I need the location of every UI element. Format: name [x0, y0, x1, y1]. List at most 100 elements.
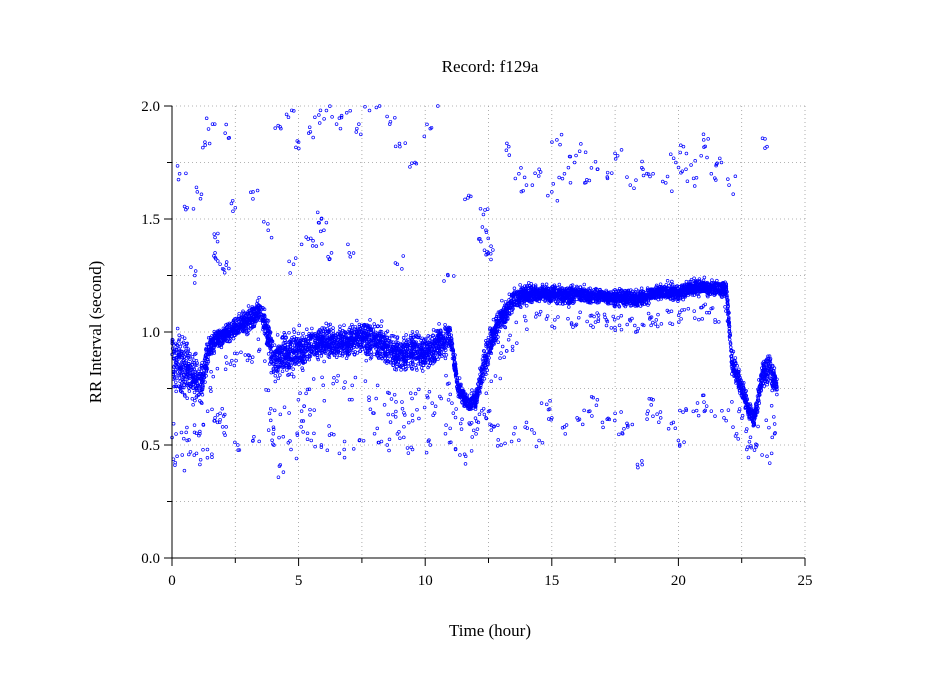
data-point: [496, 310, 501, 314]
data-point: [348, 325, 352, 330]
data-point: [386, 343, 390, 348]
data-point: [174, 380, 178, 385]
data-point: [420, 336, 425, 341]
data-point: [203, 380, 207, 384]
data-point: [388, 361, 393, 365]
data-point: [515, 341, 519, 345]
data-point: [493, 374, 498, 378]
data-point: [332, 353, 337, 358]
data-point: [182, 355, 186, 359]
data-point: [260, 306, 265, 310]
data-point: [480, 409, 484, 413]
data-point: [303, 346, 307, 351]
data-point: [211, 349, 215, 353]
data-point: [454, 370, 458, 374]
data-point: [280, 369, 285, 373]
data-point: [402, 339, 406, 343]
data-point: [186, 356, 191, 360]
data-point: [188, 384, 193, 388]
data-point: [195, 361, 199, 365]
data-point: [534, 311, 539, 316]
data-point: [307, 344, 311, 348]
data-point: [273, 379, 278, 384]
data-point: [190, 360, 195, 365]
data-point: [353, 375, 358, 380]
data-point: [461, 392, 465, 397]
data-point: [378, 340, 382, 344]
data-point: [372, 352, 376, 357]
data-point: [343, 351, 347, 355]
data-point: [281, 435, 286, 439]
data-point: [430, 401, 434, 405]
data-point: [372, 411, 376, 415]
data-point: [296, 331, 301, 336]
data-point: [298, 358, 302, 363]
data-point: [327, 342, 331, 347]
data-point: [230, 358, 234, 363]
data-point: [537, 312, 542, 317]
data-point: [232, 318, 236, 323]
data-point: [263, 333, 268, 337]
data-point: [319, 354, 324, 358]
data-point: [426, 365, 430, 370]
data-point: [267, 411, 272, 416]
data-point: [345, 340, 349, 345]
data-point: [367, 327, 372, 331]
data-point: [391, 340, 396, 345]
data-point: [499, 351, 503, 355]
data-point: [612, 318, 617, 322]
data-point: [176, 343, 180, 348]
data-point: [655, 324, 660, 329]
data-point: [307, 387, 312, 392]
data-point: [308, 354, 313, 358]
data-point: [507, 292, 512, 297]
data-point: [485, 341, 490, 346]
data-point: [524, 304, 529, 308]
data-point: [369, 355, 374, 360]
data-point: [256, 302, 261, 307]
data-point: [274, 358, 278, 363]
data-point: [385, 329, 390, 333]
data-point: [411, 362, 415, 366]
data-point: [324, 321, 328, 326]
data-point: [411, 361, 415, 365]
data-point: [481, 406, 486, 411]
data-point: [322, 359, 326, 364]
data-point: [518, 283, 522, 287]
data-point: [303, 337, 307, 342]
data-point: [441, 341, 446, 346]
data-point: [444, 336, 449, 341]
data-point: [255, 318, 260, 322]
data-point: [375, 383, 380, 388]
data-point: [186, 373, 190, 378]
data-point: [187, 389, 192, 393]
data-point: [502, 325, 507, 329]
data-point: [213, 331, 218, 336]
data-point: [310, 326, 314, 331]
data-point: [385, 350, 390, 354]
data-point: [410, 419, 415, 423]
data-point: [278, 351, 282, 356]
data-point: [247, 320, 251, 324]
data-point: [203, 353, 208, 357]
data-point: [216, 334, 220, 338]
data-point: [272, 358, 276, 362]
data-point: [431, 333, 436, 338]
data-point: [301, 331, 305, 336]
data-point: [360, 330, 364, 334]
data-point: [250, 360, 254, 364]
data-point: [432, 345, 436, 349]
data-point: [488, 345, 493, 349]
data-point: [214, 336, 218, 340]
data-point: [396, 351, 400, 356]
data-point: [302, 404, 306, 408]
data-point: [374, 347, 378, 351]
data-point: [488, 339, 492, 343]
data-point: [241, 317, 245, 322]
data-point: [300, 353, 304, 358]
data-point: [291, 367, 295, 371]
data-point: [501, 310, 506, 314]
data-point: [470, 397, 475, 402]
data-point: [318, 328, 323, 333]
data-point: [391, 344, 396, 349]
